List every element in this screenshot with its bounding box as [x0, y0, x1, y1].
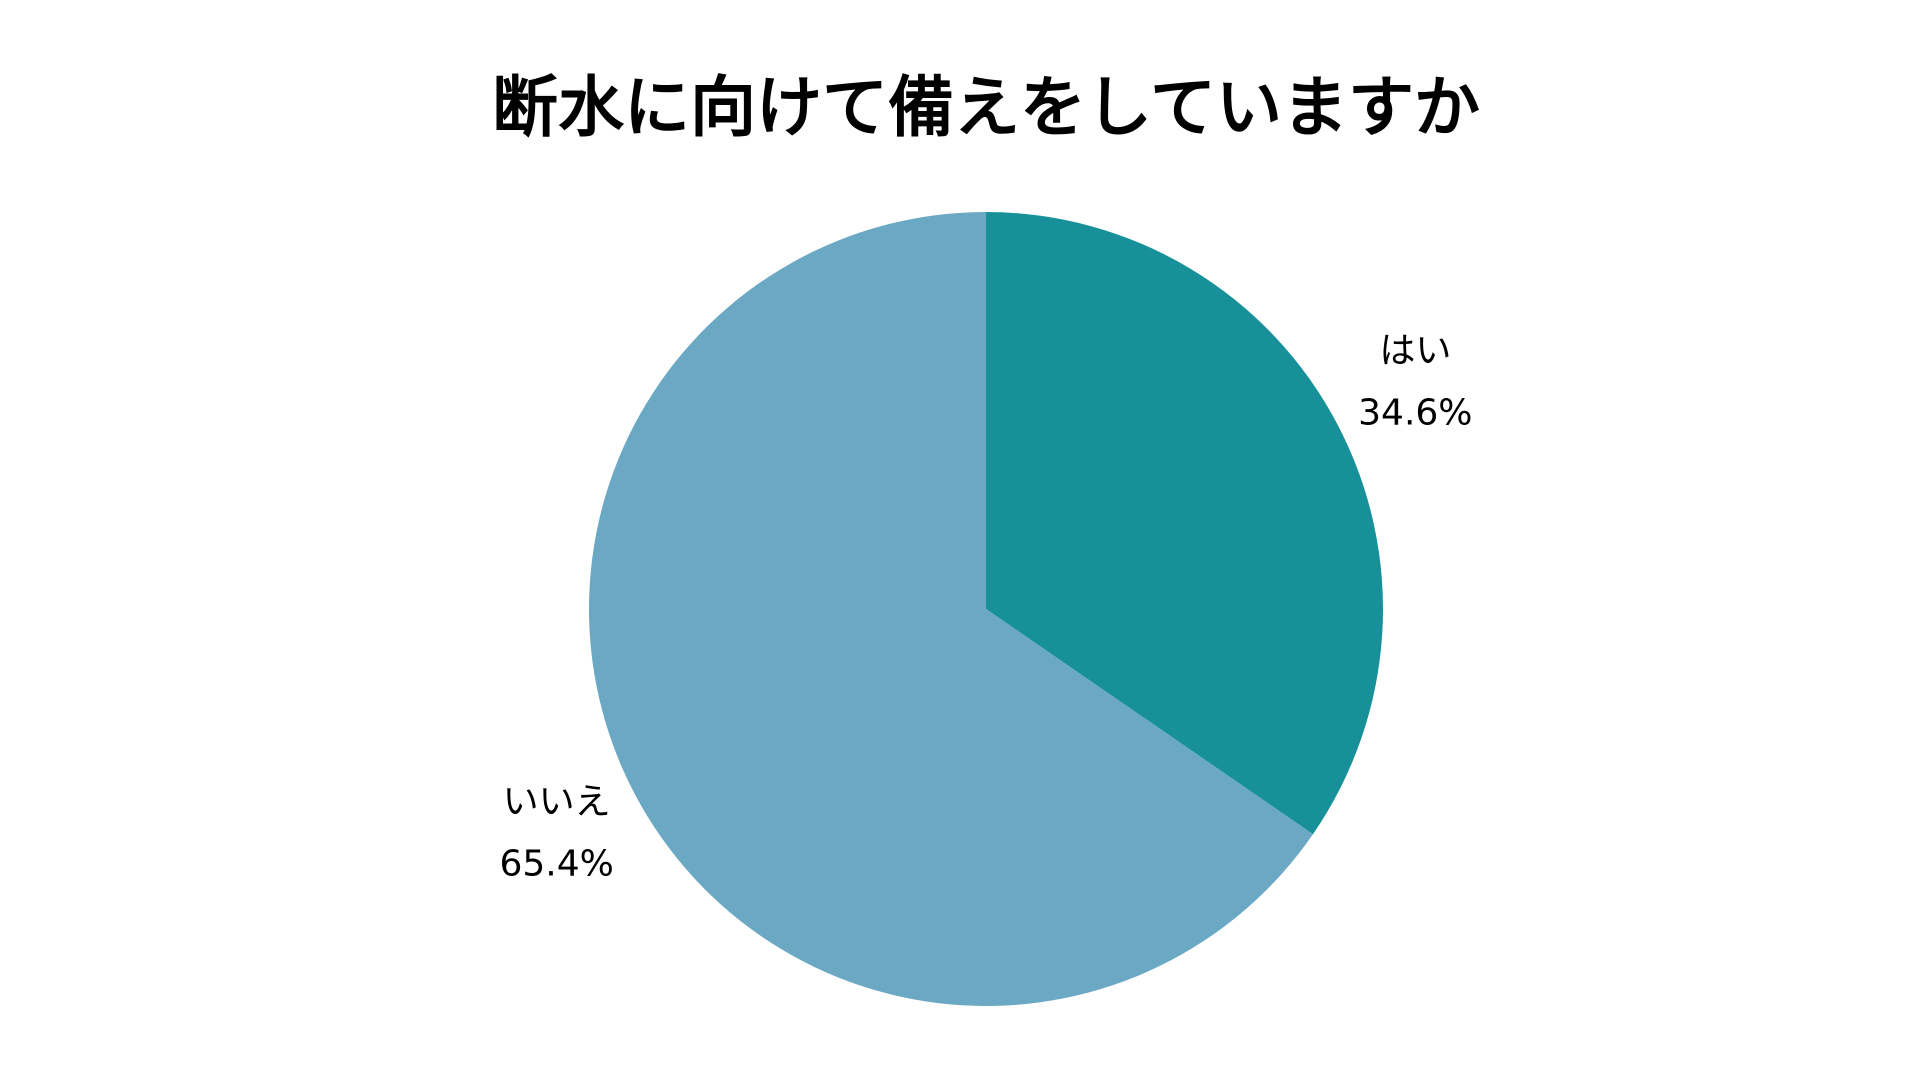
slice-label: はい: [1379, 330, 1451, 371]
slice-label: いいえ: [503, 782, 611, 823]
pie-slice: [588, 212, 1313, 1007]
value-label: 65.4%: [499, 844, 613, 885]
chart-title: 断水に向けて備えをしていますか: [492, 69, 1480, 146]
pie-slice: [986, 212, 1383, 835]
value-label: 34.6%: [1358, 392, 1472, 433]
